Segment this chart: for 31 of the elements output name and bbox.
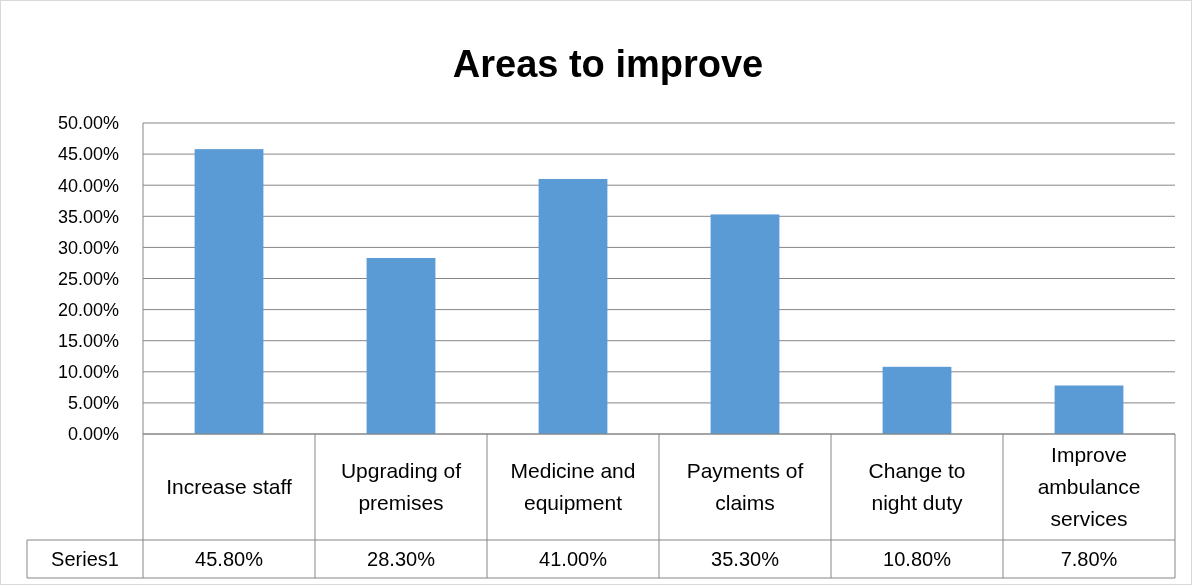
y-tick-label: 30.00% bbox=[57, 237, 119, 258]
y-tick-label: 50.00% bbox=[57, 113, 119, 134]
y-tick-label: 20.00% bbox=[57, 299, 119, 320]
data-label: 41.00% bbox=[539, 548, 608, 570]
data-label: 10.80% bbox=[883, 548, 952, 570]
bar bbox=[882, 366, 952, 434]
data-label: 45.80% bbox=[195, 548, 264, 570]
y-tick-label: 45.00% bbox=[57, 144, 119, 165]
y-tick-label: 35.00% bbox=[57, 206, 119, 227]
y-tick-label: 25.00% bbox=[57, 268, 119, 289]
x-tick-label: Upgrading of premises bbox=[340, 459, 462, 515]
bar bbox=[710, 214, 780, 434]
x-tick-label: Improve ambulance services bbox=[1037, 443, 1141, 531]
x-tick-label: Increase staff bbox=[166, 475, 292, 499]
y-tick-label: 10.00% bbox=[57, 362, 119, 383]
x-tick-label: Change to night duty bbox=[868, 459, 966, 515]
bar bbox=[366, 257, 436, 434]
y-tick-label: 5.00% bbox=[67, 393, 119, 414]
y-tick-label: 15.00% bbox=[57, 331, 119, 351]
data-label: 28.30% bbox=[367, 548, 436, 570]
chart-title: Areas to improve bbox=[452, 43, 764, 85]
data-label: 35.30% bbox=[711, 548, 780, 570]
bar bbox=[538, 178, 608, 434]
y-tick-label: 40.00% bbox=[57, 175, 119, 196]
x-tick-label: Payments of claims bbox=[686, 459, 804, 515]
x-tick-label: Medicine and equipment bbox=[510, 459, 636, 515]
bar bbox=[1054, 385, 1124, 434]
data-label: 7.80% bbox=[1060, 548, 1118, 570]
y-tick-label: 0.00% bbox=[67, 424, 119, 445]
text: Series1 bbox=[51, 548, 119, 570]
bar bbox=[194, 149, 264, 434]
